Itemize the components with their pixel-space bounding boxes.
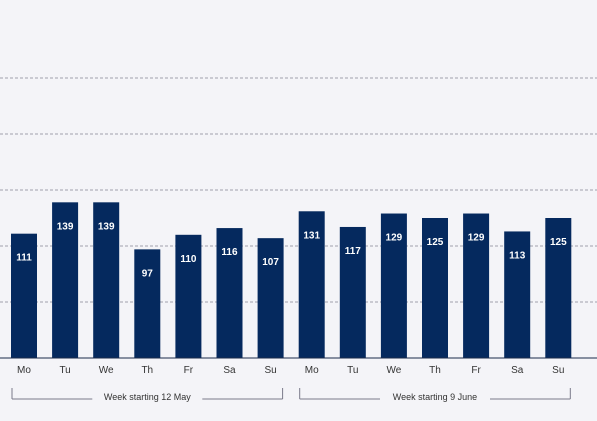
x-tick-label: Su (264, 365, 276, 376)
bar (545, 218, 572, 358)
x-tick-label: Su (552, 365, 564, 376)
bar (339, 226, 366, 358)
x-tick-label: We (386, 365, 401, 376)
bar-value-label: 139 (98, 221, 115, 232)
bar (504, 231, 531, 358)
bar (216, 228, 243, 358)
x-tick-label: Fr (471, 365, 481, 376)
bar-value-label: 111 (16, 253, 32, 264)
x-tick-label: Fr (184, 365, 194, 376)
bar (422, 218, 448, 358)
bar (463, 213, 490, 358)
x-tick-label: Tu (347, 365, 358, 376)
bar-value-label: 139 (57, 221, 74, 232)
bar-value-label: 129 (468, 233, 485, 244)
bar-value-label: 110 (180, 254, 197, 265)
bar (11, 233, 37, 358)
bar-value-label: 107 (262, 257, 279, 268)
bar-value-label: 113 (509, 250, 526, 261)
x-tick-label: Mo (17, 365, 31, 376)
bar-value-label: 129 (386, 233, 403, 244)
bar-value-label: 125 (427, 237, 444, 248)
x-tick-label: We (99, 365, 114, 376)
bar (298, 211, 325, 358)
bar (380, 213, 407, 358)
bar-value-label: 125 (550, 237, 567, 248)
bar-value-label: 131 (303, 230, 320, 241)
x-tick-label: Sa (223, 365, 236, 376)
bar (52, 202, 79, 358)
bar (134, 249, 161, 358)
week-group-label: Week starting 12 May (104, 392, 191, 402)
x-tick-label: Mo (305, 365, 319, 376)
bar-value-label: 117 (345, 246, 362, 257)
x-tick-label: Sa (511, 365, 524, 376)
x-tick-label: Tu (59, 365, 70, 376)
bar (93, 202, 120, 358)
week-group-label: Week starting 9 June (393, 392, 477, 402)
bar-value-label: 116 (221, 247, 238, 258)
x-tick-label: Th (429, 365, 441, 376)
x-tick-label: Th (141, 365, 153, 376)
bar (175, 234, 202, 358)
bar (257, 238, 284, 358)
bar-value-label: 97 (142, 268, 154, 279)
